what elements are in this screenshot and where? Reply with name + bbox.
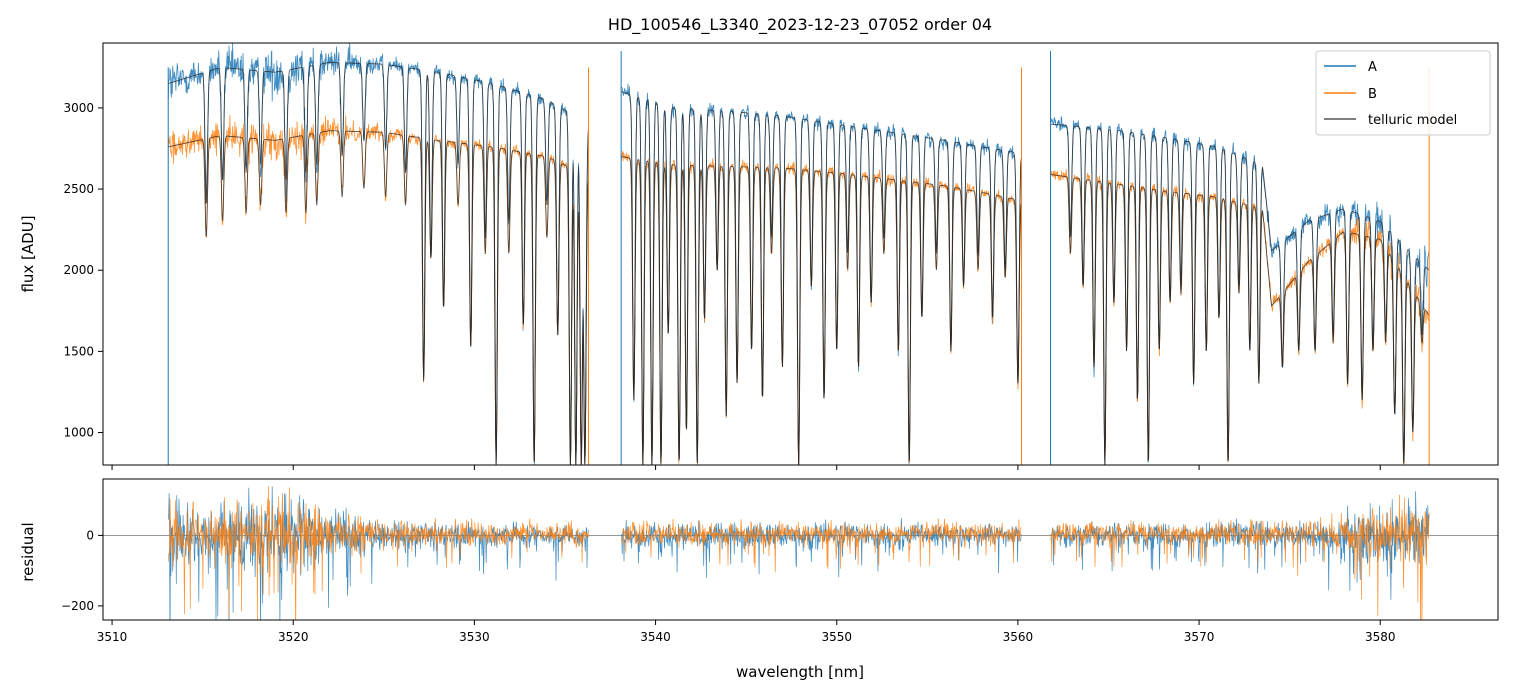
flux-y-tick-label: 2500: [63, 182, 94, 196]
flux-y-axis-label: flux [ADU]: [19, 215, 37, 292]
legend-label-telluric: telluric model: [1368, 113, 1457, 128]
flux-y-tick-label: 1500: [63, 344, 94, 358]
flux-x-axis: [111, 465, 1381, 470]
residual-y-axis: −200 0: [61, 528, 103, 613]
residual-y-tick-label: −200: [61, 599, 94, 613]
residual-x-tick-label: 3510: [97, 630, 128, 644]
flux-y-tick-label: 3000: [63, 101, 94, 115]
flux-panel: 1000 1500 2000 2500 3000 flux [ADU] A B tell…: [19, 42, 1499, 470]
telluric-model-b-line: [168, 130, 1430, 465]
residual-y-axis-label: residual: [19, 522, 37, 581]
residual-x-tick-label: 3580: [1365, 630, 1396, 644]
residual-plot-frame: [102, 478, 1499, 621]
flux-plot-frame: [102, 42, 1499, 466]
residual-x-tick-label: 3550: [821, 630, 852, 644]
residual-x-tick-label: 3560: [1003, 630, 1034, 644]
residual-x-tick-label: 3570: [1184, 630, 1215, 644]
legend-label-a: A: [1368, 60, 1377, 75]
flux-y-tick-label: 2000: [63, 263, 94, 277]
flux-y-tick-label: 1000: [63, 426, 94, 440]
flux-plot-area: [167, 43, 1430, 465]
x-axis-label: wavelength [nm]: [736, 663, 864, 681]
residual-b-line: [167, 486, 1430, 620]
residual-plot-area: [103, 486, 1498, 620]
legend-label-b: B: [1368, 87, 1377, 102]
residual-panel: −200 0 3510 3520 3530 3540 3550 3560 3570 3580 r…: [19, 478, 1499, 681]
legend-frame: [1315, 50, 1491, 136]
residual-y-tick-label: 0: [86, 528, 94, 542]
chart-title: HD_100546_L3340_2023-12-23_07052 order 0…: [608, 15, 992, 35]
residual-x-axis: 3510 3520 3530 3540 3550 3560 3570 3580: [97, 620, 1396, 644]
residual-x-tick-label: 3530: [459, 630, 490, 644]
legend: A B telluric model: [1315, 50, 1491, 136]
residual-x-tick-label: 3520: [278, 630, 309, 644]
flux-y-axis: 1000 1500 2000 2500 3000: [63, 101, 103, 440]
residual-x-tick-label: 3540: [640, 630, 671, 644]
